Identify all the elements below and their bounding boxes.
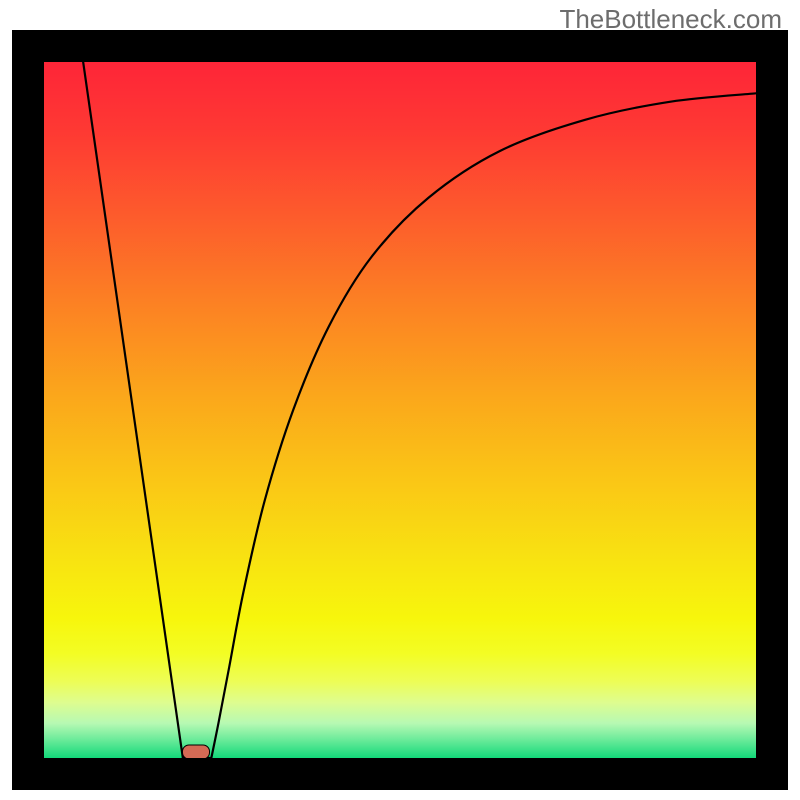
optimal-marker bbox=[182, 745, 210, 758]
curve-path bbox=[83, 62, 756, 758]
chart-container: TheBottleneck.com bbox=[0, 0, 800, 800]
plot-area bbox=[44, 62, 756, 758]
bottleneck-curve bbox=[44, 62, 756, 758]
